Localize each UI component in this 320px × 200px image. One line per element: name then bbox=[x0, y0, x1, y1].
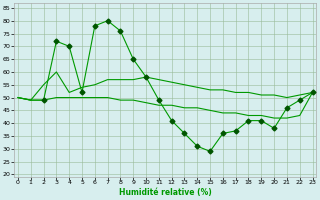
X-axis label: Humidité relative (%): Humidité relative (%) bbox=[119, 188, 212, 197]
